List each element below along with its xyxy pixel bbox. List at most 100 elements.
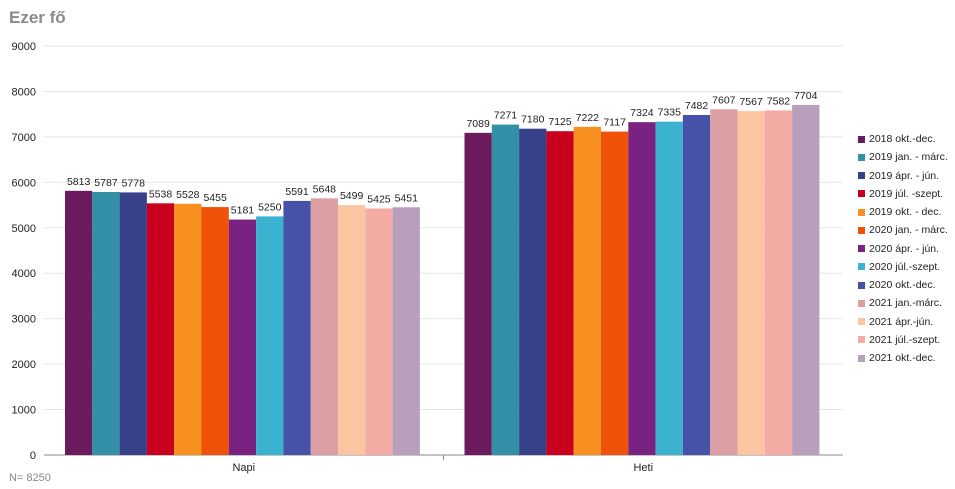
legend-item: 2019 jan. - márc.	[858, 148, 948, 166]
legend-item: 2019 ápr. - jún.	[858, 167, 948, 185]
bar	[792, 104, 820, 456]
bar	[655, 121, 683, 455]
data-label: 7125	[548, 116, 572, 128]
data-label: 7180	[521, 114, 545, 126]
bar	[310, 198, 338, 455]
legend-item: 2021 okt.-dec.	[858, 349, 948, 367]
legend-item: 2020 jan. - márc.	[858, 221, 948, 239]
y-tick-label: 4000	[12, 268, 36, 280]
bar	[338, 205, 366, 455]
legend-swatch	[858, 153, 865, 161]
y-tick-label: 1000	[12, 405, 36, 417]
bar	[146, 203, 175, 455]
legend-item: 2020 júl.-szept.	[858, 258, 948, 276]
legend-swatch	[858, 190, 865, 198]
sample-size-note: N= 8250	[9, 472, 51, 484]
legend-label: 2020 okt.-dec.	[869, 279, 936, 292]
legend-swatch	[858, 208, 865, 216]
legend-label: 2018 okt.-dec.	[869, 133, 936, 146]
data-label: 5499	[340, 190, 364, 202]
legend-item: 2021 ápr.-jún.	[858, 313, 948, 331]
data-label: 5250	[258, 201, 282, 213]
legend-label: 2020 júl.-szept.	[869, 260, 941, 273]
y-tick-label: 3000	[12, 314, 36, 326]
legend-label: 2021 okt.-dec.	[869, 352, 936, 365]
legend-item: 2019 okt. - dec.	[858, 203, 948, 221]
y-tick-label: 8000	[12, 86, 36, 98]
data-label: 7567	[739, 96, 763, 108]
bar	[256, 216, 284, 455]
x-tick-label: Napi	[232, 462, 255, 474]
bar	[737, 111, 765, 455]
legend-label: 2019 júl. -szept.	[869, 187, 944, 200]
legend-swatch	[858, 318, 865, 326]
y-tick-label: 5000	[12, 223, 36, 235]
data-label: 5778	[122, 177, 146, 189]
data-label: 7271	[494, 110, 518, 122]
data-label: 5787	[94, 177, 118, 189]
legend-swatch	[858, 299, 865, 307]
y-tick-label: 2000	[12, 359, 36, 371]
y-tick-label: 6000	[12, 177, 36, 189]
data-label: 5181	[231, 205, 255, 217]
data-label: 5813	[67, 176, 91, 188]
data-label: 7704	[794, 90, 818, 102]
legend-swatch	[858, 263, 865, 271]
legend-item: 2018 okt.-dec.	[858, 130, 948, 148]
data-label: 5648	[313, 183, 337, 195]
legend-item: 2020 ápr. - jún.	[858, 240, 948, 258]
bar	[174, 203, 202, 455]
bar	[519, 128, 547, 455]
data-label: 7222	[576, 112, 600, 124]
y-tick-label: 9000	[12, 41, 36, 53]
chart-title: Ezer fő	[9, 8, 66, 27]
data-label: 7335	[658, 107, 682, 119]
legend-label: 2019 okt. - dec.	[869, 206, 942, 219]
legend-swatch	[858, 245, 865, 253]
legend-swatch	[858, 135, 865, 143]
legend-swatch	[858, 336, 865, 344]
legend-label: 2021 júl.-szept.	[869, 333, 941, 346]
legend-item: 2021 jan.-márc.	[858, 294, 948, 312]
legend-swatch	[858, 281, 865, 289]
data-label: 5528	[176, 189, 200, 201]
bar	[283, 200, 311, 455]
data-label: 7117	[603, 117, 626, 129]
x-tick-label: Heti	[633, 462, 653, 474]
bar	[764, 110, 793, 456]
bar	[119, 192, 147, 455]
legend-item: 2020 okt.-dec.	[858, 276, 948, 294]
legend-label: 2021 jan.-márc.	[869, 297, 942, 310]
data-label: 5538	[149, 188, 173, 200]
bar	[201, 207, 229, 455]
bar	[601, 131, 629, 455]
legend-label: 2020 ápr. - jún.	[869, 242, 940, 255]
bar	[365, 208, 393, 455]
data-label: 5451	[395, 192, 419, 204]
legend: 2018 okt.-dec. 2019 jan. - márc. 2019 ápr.…	[858, 130, 948, 367]
bar	[491, 124, 520, 455]
legend-item: 2019 júl. -szept.	[858, 185, 948, 203]
legend-label: 2021 ápr.-jún.	[869, 315, 934, 328]
bar	[546, 131, 574, 456]
bar	[710, 109, 738, 455]
bar	[65, 190, 93, 455]
legend-swatch	[858, 172, 865, 180]
y-tick-label: 0	[30, 450, 36, 462]
data-label: 5425	[367, 193, 391, 205]
legend-item: 2021 júl.-szept.	[858, 331, 948, 349]
bar	[92, 192, 120, 455]
bar	[573, 126, 601, 455]
y-tick-label: 7000	[12, 132, 36, 144]
legend-swatch	[858, 354, 865, 362]
bar	[392, 207, 420, 455]
bar	[628, 122, 656, 455]
legend-swatch	[858, 226, 865, 234]
legend-label: 2019 ápr. - jún.	[869, 169, 940, 182]
data-label: 7482	[685, 100, 709, 112]
bar	[682, 114, 711, 455]
bar	[228, 219, 257, 455]
legend-label: 2020 jan. - márc.	[869, 224, 948, 237]
legend-label: 2019 jan. - márc.	[869, 151, 948, 164]
